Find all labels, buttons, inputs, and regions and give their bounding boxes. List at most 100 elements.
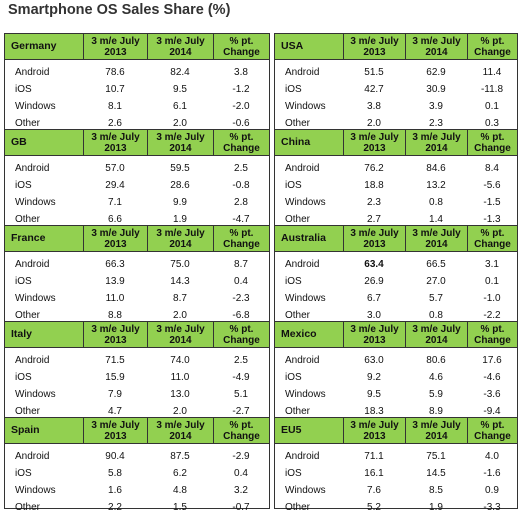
column-header: 3 m/e July 2014 bbox=[147, 322, 213, 347]
table-header: China 3 m/e July 2013 3 m/e July 2014% pt.… bbox=[275, 130, 517, 156]
os-label: Other bbox=[15, 214, 41, 225]
table-row: iOS 10.7 9.5 -1.2 bbox=[5, 81, 269, 98]
region-name: France bbox=[11, 232, 46, 244]
column-header: 3 m/e July 2014 bbox=[147, 130, 213, 155]
column-header: % pt. Change bbox=[213, 322, 269, 347]
column-header: 3 m/e July 2014 bbox=[147, 226, 213, 251]
value-cell: 71.1 bbox=[364, 451, 384, 462]
value-cell: 14.3 bbox=[170, 276, 190, 287]
os-label: Windows bbox=[285, 485, 326, 496]
value-cell: -2.9 bbox=[232, 451, 250, 462]
value-cell: 9.5 bbox=[367, 389, 381, 400]
value-cell: 1.6 bbox=[108, 485, 122, 496]
os-label: iOS bbox=[285, 276, 302, 287]
table-body: Android 63.0 80.6 17.6 iOS 9.2 4.6 -4.6 Windows 9… bbox=[275, 348, 517, 420]
value-cell: 13.2 bbox=[426, 180, 446, 191]
value-cell: 63.0 bbox=[364, 355, 384, 366]
value-cell: 5.2 bbox=[367, 502, 381, 513]
value-cell: -11.8 bbox=[480, 84, 504, 95]
value-cell: 87.5 bbox=[170, 451, 190, 462]
value-cell: 9.9 bbox=[173, 197, 187, 208]
table-row: Windows 7.9 13.0 5.1 bbox=[5, 386, 269, 403]
table-row: Other 2.6 2.0 -0.6 bbox=[5, 115, 269, 132]
value-cell: 3.8 bbox=[367, 101, 381, 112]
os-label: iOS bbox=[15, 468, 32, 479]
value-cell: 78.6 bbox=[105, 67, 125, 78]
region-name: Australia bbox=[281, 232, 326, 244]
column-header: 3 m/e July 2013 bbox=[343, 226, 405, 251]
value-cell: 59.5 bbox=[170, 163, 190, 174]
os-label: Windows bbox=[285, 389, 326, 400]
value-cell: 9.5 bbox=[173, 84, 187, 95]
value-cell: 63.4 bbox=[364, 259, 384, 270]
value-cell: 8.8 bbox=[108, 310, 122, 321]
table-row: Other 2.0 2.3 0.3 bbox=[275, 115, 517, 132]
value-cell: -1.6 bbox=[483, 468, 501, 479]
value-cell: 13.9 bbox=[105, 276, 125, 287]
value-cell: -4.9 bbox=[232, 372, 250, 383]
value-cell: 66.5 bbox=[426, 259, 446, 270]
value-cell: 29.4 bbox=[105, 180, 125, 191]
value-cell: -2.0 bbox=[232, 101, 250, 112]
value-cell: 28.6 bbox=[170, 180, 190, 191]
value-cell: 17.6 bbox=[482, 355, 502, 366]
os-label: Android bbox=[285, 163, 320, 174]
value-cell: 75.0 bbox=[170, 259, 190, 270]
column-header: % pt. Change bbox=[467, 226, 517, 251]
value-cell: 6.6 bbox=[108, 214, 122, 225]
os-label: Android bbox=[15, 451, 50, 462]
column-header: 3 m/e July 2014 bbox=[405, 418, 467, 443]
value-cell: 2.5 bbox=[234, 163, 248, 174]
table-row: iOS 15.9 11.0 -4.9 bbox=[5, 369, 269, 386]
value-cell: 0.3 bbox=[485, 118, 499, 129]
table-row: Android 51.5 62.9 11.4 bbox=[275, 64, 517, 81]
column-header: % pt. Change bbox=[467, 418, 517, 443]
os-label: iOS bbox=[15, 276, 32, 287]
os-label: Other bbox=[285, 502, 311, 513]
os-label: iOS bbox=[15, 180, 32, 191]
value-cell: 0.8 bbox=[429, 310, 443, 321]
value-cell: 8.7 bbox=[173, 293, 187, 304]
column-header: 3 m/e July 2014 bbox=[147, 418, 213, 443]
value-cell: -0.6 bbox=[232, 118, 250, 129]
table-row: Other 2.2 1.5 -0.7 bbox=[5, 499, 269, 516]
value-cell: 84.6 bbox=[426, 163, 446, 174]
os-label: Windows bbox=[15, 293, 56, 304]
value-cell: 2.0 bbox=[173, 310, 187, 321]
column-header: % pt. Change bbox=[213, 226, 269, 251]
region-table-gb: GB 3 m/e July 2013 3 m/e July 2014% pt. Ch… bbox=[4, 129, 270, 225]
page-title: Smartphone OS Sales Share (%) bbox=[8, 2, 231, 18]
value-cell: 0.1 bbox=[485, 276, 499, 287]
os-label: iOS bbox=[285, 468, 302, 479]
column-header: 3 m/e July 2014 bbox=[147, 34, 213, 59]
table-row: Android 71.1 75.1 4.0 bbox=[275, 448, 517, 465]
region-name: USA bbox=[281, 40, 304, 52]
value-cell: 1.5 bbox=[173, 502, 187, 513]
value-cell: 42.7 bbox=[364, 84, 384, 95]
value-cell: 1.9 bbox=[173, 214, 187, 225]
column-header: % pt. Change bbox=[467, 130, 517, 155]
value-cell: 10.7 bbox=[105, 84, 125, 95]
region-table-france: France 3 m/e July 2013 3 m/e July 2014% pt… bbox=[4, 225, 270, 321]
value-cell: 13.0 bbox=[170, 389, 190, 400]
table-row: Windows 3.8 3.9 0.1 bbox=[275, 98, 517, 115]
value-cell: 4.7 bbox=[108, 406, 122, 417]
table-header: Spain 3 m/e July 2013 3 m/e July 2014% pt.… bbox=[5, 418, 269, 444]
table-header: Germany 3 m/e July 2013 3 m/e July 2014% p… bbox=[5, 34, 269, 60]
table-header: Mexico 3 m/e July 2013 3 m/e July 2014% pt… bbox=[275, 322, 517, 348]
column-header: 3 m/e July 2014 bbox=[405, 130, 467, 155]
value-cell: -2.3 bbox=[232, 293, 250, 304]
table-row: Android 76.2 84.6 8.4 bbox=[275, 160, 517, 177]
table-row: Android 63.4 66.5 3.1 bbox=[275, 256, 517, 273]
os-label: Windows bbox=[15, 197, 56, 208]
column-header: % pt. Change bbox=[467, 34, 517, 59]
table-row: Android 71.5 74.0 2.5 bbox=[5, 352, 269, 369]
value-cell: 8.4 bbox=[485, 163, 499, 174]
value-cell: 2.6 bbox=[108, 118, 122, 129]
value-cell: -3.3 bbox=[483, 502, 501, 513]
value-cell: 15.9 bbox=[105, 372, 125, 383]
column-header: 3 m/e July 2013 bbox=[83, 418, 147, 443]
table-row: Android 90.4 87.5 -2.9 bbox=[5, 448, 269, 465]
region-name: Italy bbox=[11, 328, 33, 340]
region-name: GB bbox=[11, 136, 27, 148]
